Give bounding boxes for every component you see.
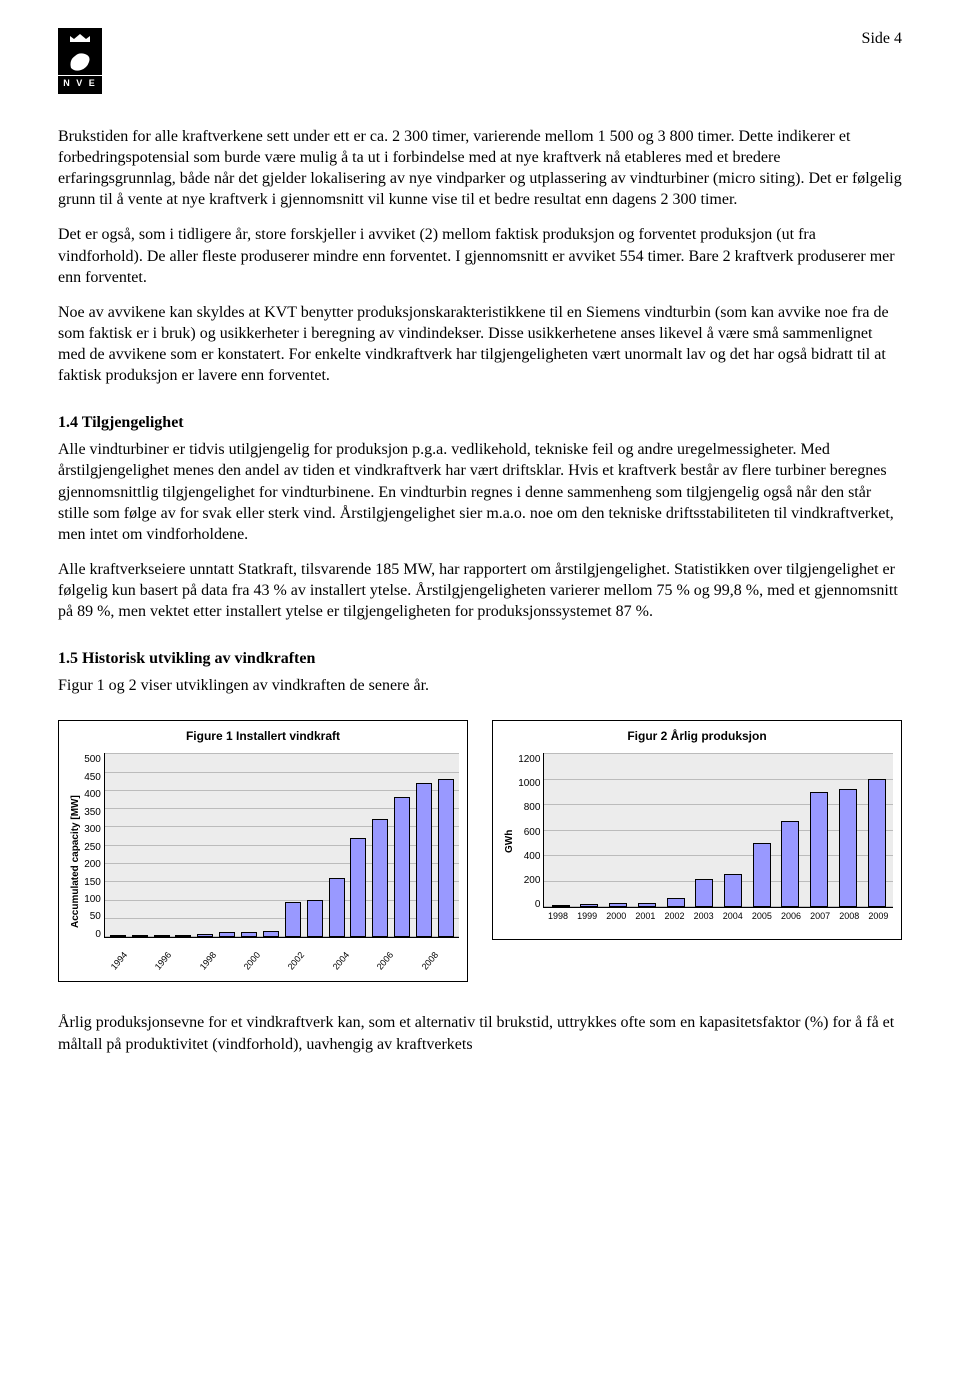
chart2-bar [839,789,857,907]
page-header: N V E Side 4 [58,28,902,94]
chart1-bar [219,932,235,937]
chart2-bar [810,792,828,908]
chart1-bar [175,935,191,937]
chart1-xlabels: 19941996199820002002200420062008 [104,941,459,971]
chart2-yticks: 120010008006004002000 [518,753,543,911]
chart2-bar [552,905,570,907]
section-heading-1-4: 1.4 Tilgjengelighet [58,412,902,433]
chart1-bar [307,900,323,937]
chart2-bar [638,903,656,907]
page-number: Side 4 [862,28,902,49]
chart1-bar [416,783,432,938]
crown-icon [68,33,92,43]
chart2-ylabel: GWh [501,753,518,929]
body-paragraph: Alle kraftverkseiere unntatt Statkraft, … [58,559,902,622]
chart2-bar [667,898,685,908]
body-paragraph: Brukstiden for alle kraftverkene sett un… [58,126,902,210]
chart2-xlabels: 1998199920002001200220032004200520062007… [543,911,893,929]
chart1-ylabel: Accumulated capacity [MW] [67,753,84,971]
chart-title: Figur 2 Årlig produksjon [501,729,893,745]
lion-icon [65,48,95,74]
chart1-bar [329,878,345,937]
figure-2-annual-production: Figur 2 Årlig produksjon GWh 12001000800… [492,720,902,940]
chart1-bar [154,935,170,937]
chart2-bar [609,903,627,907]
figure-1-installed-wind: Figure 1 Installert vindkraft Accumulate… [58,720,468,982]
body-paragraph: Alle vindturbiner er tidvis utilgjengeli… [58,439,902,545]
chart2-bar [695,879,713,907]
chart1-bar [263,931,279,937]
chart1-bar [197,934,213,937]
chart1-bar [438,779,454,937]
chart1-bar [110,935,126,937]
chart1-bar [394,797,410,937]
section-heading-1-5: 1.5 Historisk utvikling av vindkraften [58,648,902,669]
nve-logo: N V E [58,28,102,94]
chart1-yticks: 500450400350300250200150100500 [84,753,104,941]
charts-row: Figure 1 Installert vindkraft Accumulate… [58,720,902,982]
chart1-bar [241,932,257,937]
chart2-bar [781,821,799,907]
chart2-bar [580,904,598,907]
chart2-bar [868,779,886,907]
chart1-bar [350,838,366,937]
chart1-plot [104,753,459,938]
chart-title: Figure 1 Installert vindkraft [67,729,459,745]
chart1-bar [132,935,148,937]
logo-text: N V E [58,75,102,90]
body-paragraph: Det er også, som i tidligere år, store f… [58,224,902,287]
chart2-bar [724,874,742,907]
body-paragraph: Noe av avvikene kan skyldes at KVT benyt… [58,302,902,386]
chart1-bar [285,902,301,938]
chart2-bar [753,843,771,907]
footer-paragraph: Årlig produksjonsevne for et vindkraftve… [58,1012,902,1054]
chart2-plot [543,753,893,908]
chart1-bar [372,819,388,937]
body-paragraph: Figur 1 og 2 viser utviklingen av vindkr… [58,675,902,696]
